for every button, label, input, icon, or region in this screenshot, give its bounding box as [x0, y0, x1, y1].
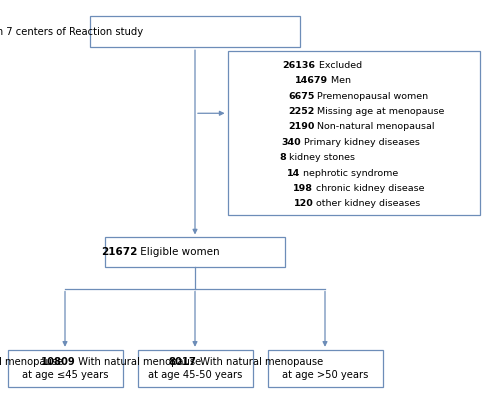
Text: 14679: 14679 — [295, 76, 328, 85]
Text: 198: 198 — [294, 184, 314, 193]
Text: nephrotic syndrome: nephrotic syndrome — [300, 169, 398, 178]
Text: Excluded: Excluded — [316, 61, 362, 70]
FancyBboxPatch shape — [268, 350, 382, 387]
Text: at age 45-50 years: at age 45-50 years — [148, 370, 242, 380]
Text: 6675: 6675 — [288, 91, 314, 100]
Text: Primary kidney diseases: Primary kidney diseases — [301, 138, 420, 147]
Text: 2252: 2252 — [288, 107, 314, 116]
Text: Non-natural menopausal: Non-natural menopausal — [314, 123, 435, 131]
Text: 8: 8 — [280, 153, 286, 162]
Text: Premenopausal women: Premenopausal women — [314, 91, 428, 100]
Text: 14: 14 — [286, 169, 300, 178]
Text: With natural menopause: With natural menopause — [75, 357, 202, 367]
Text: 120: 120 — [294, 199, 314, 208]
Text: 21672: 21672 — [101, 247, 137, 257]
Text: Men: Men — [328, 76, 351, 85]
Text: Eligible women: Eligible women — [137, 247, 220, 257]
Text: 10809: 10809 — [40, 357, 75, 367]
FancyBboxPatch shape — [138, 350, 252, 387]
Text: 2190: 2190 — [288, 123, 314, 131]
Text: 8017: 8017 — [168, 357, 196, 367]
FancyBboxPatch shape — [105, 237, 285, 267]
Text: other kidney diseases: other kidney diseases — [314, 199, 420, 208]
Text: chronic kidney disease: chronic kidney disease — [314, 184, 425, 193]
Text: kidney stones: kidney stones — [286, 153, 355, 162]
Text: Missing age at menopause: Missing age at menopause — [314, 107, 445, 116]
Text: 26136: 26136 — [282, 61, 316, 70]
FancyBboxPatch shape — [90, 16, 300, 47]
Text: 340: 340 — [281, 138, 301, 147]
FancyBboxPatch shape — [228, 51, 480, 215]
Text: With natural menopause: With natural menopause — [196, 357, 323, 367]
FancyBboxPatch shape — [8, 350, 122, 387]
Text: at age ≤45 years: at age ≤45 years — [22, 370, 108, 380]
Text: With natural menopause: With natural menopause — [0, 357, 63, 367]
Text: Participants from 7 centers of Reaction study: Participants from 7 centers of Reaction … — [0, 26, 144, 37]
Text: at age >50 years: at age >50 years — [282, 370, 368, 380]
